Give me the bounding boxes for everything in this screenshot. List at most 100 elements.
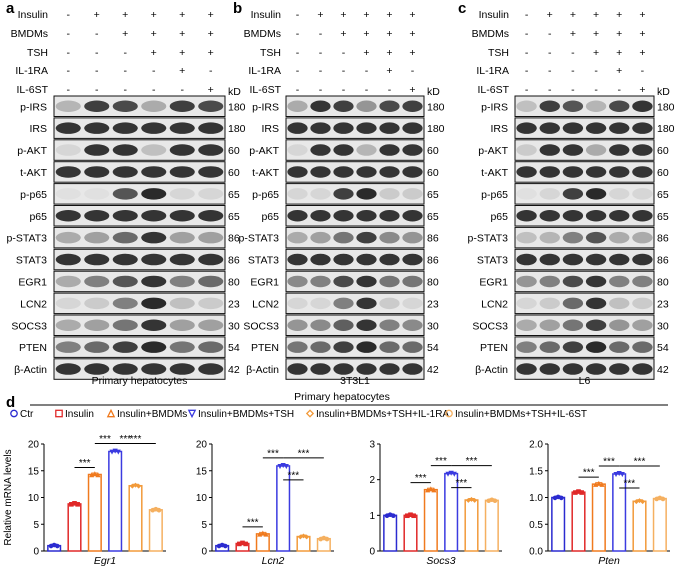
blot-band	[141, 188, 167, 200]
blot-band	[539, 122, 560, 134]
blot-band	[379, 100, 400, 112]
blot-row: SOCS3 30	[472, 314, 669, 336]
blot-band	[609, 144, 630, 156]
condition-sign: +	[570, 28, 576, 40]
chart-socs3: 0 1 2 3 Socs3 *** *** *** ***	[369, 440, 502, 567]
panel-caption: Primary hepatocytes	[92, 375, 188, 387]
blot-band	[333, 100, 354, 112]
blot-band	[609, 166, 630, 178]
legend-label: Ctr	[20, 409, 34, 420]
blot-band	[402, 210, 423, 222]
blot-band	[539, 363, 560, 375]
data-point	[492, 498, 498, 504]
blot-band	[379, 297, 400, 310]
condition-sign: +	[340, 9, 346, 21]
gene-label: Socs3	[426, 555, 455, 567]
y-tick-label: 10	[196, 493, 208, 504]
panel-letter: c	[458, 0, 466, 17]
blot-band	[585, 363, 607, 375]
condition-label: TSH	[488, 47, 509, 59]
blot-label: p-IRS	[20, 101, 47, 113]
blot-band	[402, 231, 423, 244]
blot-band	[141, 100, 167, 112]
blot-row: p-AKT 60	[17, 139, 240, 161]
blot-label: p-AKT	[249, 145, 279, 157]
blot-band	[609, 275, 630, 288]
blot-row: p-IRS 180	[252, 95, 445, 117]
blot-row: p-STAT3 86	[468, 226, 669, 249]
blot-band	[198, 210, 224, 222]
condition-sign: -	[124, 65, 128, 77]
blot-band	[169, 122, 195, 134]
blot-band	[632, 122, 653, 134]
blot-band	[632, 144, 653, 156]
y-tick-label: 5	[201, 520, 207, 531]
blot-band	[356, 144, 377, 156]
blot-band	[356, 100, 377, 112]
condition-sign: +	[340, 28, 346, 40]
blot-band	[287, 188, 308, 200]
condition-sign: -	[95, 84, 99, 96]
blot-row: p65 65	[261, 205, 439, 227]
blot-band	[310, 188, 331, 200]
blot-band	[169, 319, 195, 331]
condition-sign: -	[296, 84, 300, 96]
legend-marker	[187, 409, 197, 419]
blot-band	[516, 166, 537, 178]
blot-band	[402, 144, 423, 156]
condition-sign: -	[641, 65, 645, 77]
blot-row: EGR1 80	[250, 270, 439, 293]
blot-band	[169, 363, 195, 375]
blot-band	[562, 275, 584, 288]
significance-label: ***	[247, 517, 259, 528]
blot-row: STAT3 86	[16, 248, 240, 271]
condition-sign: -	[95, 65, 99, 77]
blot-band	[198, 275, 224, 288]
y-tick-label: 0.0	[529, 547, 543, 558]
blot-label: p-AKT	[478, 145, 508, 157]
blot-band	[112, 297, 138, 310]
kd-value: 30	[228, 320, 240, 332]
blot-band	[55, 166, 81, 178]
condition-sign: -	[124, 84, 128, 96]
condition-sign: +	[363, 9, 369, 21]
gene-label: Lcn2	[262, 555, 285, 567]
bar	[464, 499, 479, 552]
blot-band	[310, 231, 331, 244]
condition-sign: +	[179, 9, 185, 21]
data-point	[596, 480, 602, 486]
condition-sign: +	[208, 84, 214, 96]
blot-label: p-STAT3	[7, 233, 48, 245]
kd-value: 42	[427, 364, 439, 376]
condition-sign: -	[296, 28, 300, 40]
condition-label: BMDMs	[472, 28, 509, 40]
kd-value: 180	[657, 123, 675, 135]
blot-label: STAT3	[16, 255, 47, 267]
blot-band	[310, 363, 331, 375]
condition-sign: +	[409, 47, 415, 59]
condition-sign: -	[319, 28, 323, 40]
condition-sign: +	[409, 28, 415, 40]
kd-value: 60	[228, 167, 240, 179]
blot-band	[516, 122, 537, 134]
blot-band	[562, 210, 584, 222]
panel-b: b Insulin - + + + + + BMDMs - - + + + + TSH - - - + + + IL-1RA…	[233, 0, 445, 387]
legend-label: Insulin+BMDMs+TSH	[198, 409, 294, 420]
blot-band	[287, 100, 308, 112]
blot-band	[112, 144, 138, 156]
kd-value: 86	[228, 255, 240, 267]
condition-sign: -	[209, 65, 213, 77]
legend-item: Insulin+BMDMs+TSH+IL-1RA	[305, 409, 449, 420]
blot-band	[402, 100, 423, 112]
blot-band	[516, 100, 537, 112]
condition-sign: -	[67, 84, 71, 96]
blot-label: PTEN	[480, 342, 508, 354]
data-point	[156, 507, 162, 513]
blot-band	[198, 297, 224, 310]
panel-a: a Insulin - + + + + + BMDMs - - + + + + TSH - - - + + + IL-1RA…	[6, 0, 246, 387]
blot-band	[198, 122, 224, 134]
blot-band	[287, 253, 308, 266]
blot-band	[55, 253, 81, 266]
blot-band	[169, 188, 195, 200]
